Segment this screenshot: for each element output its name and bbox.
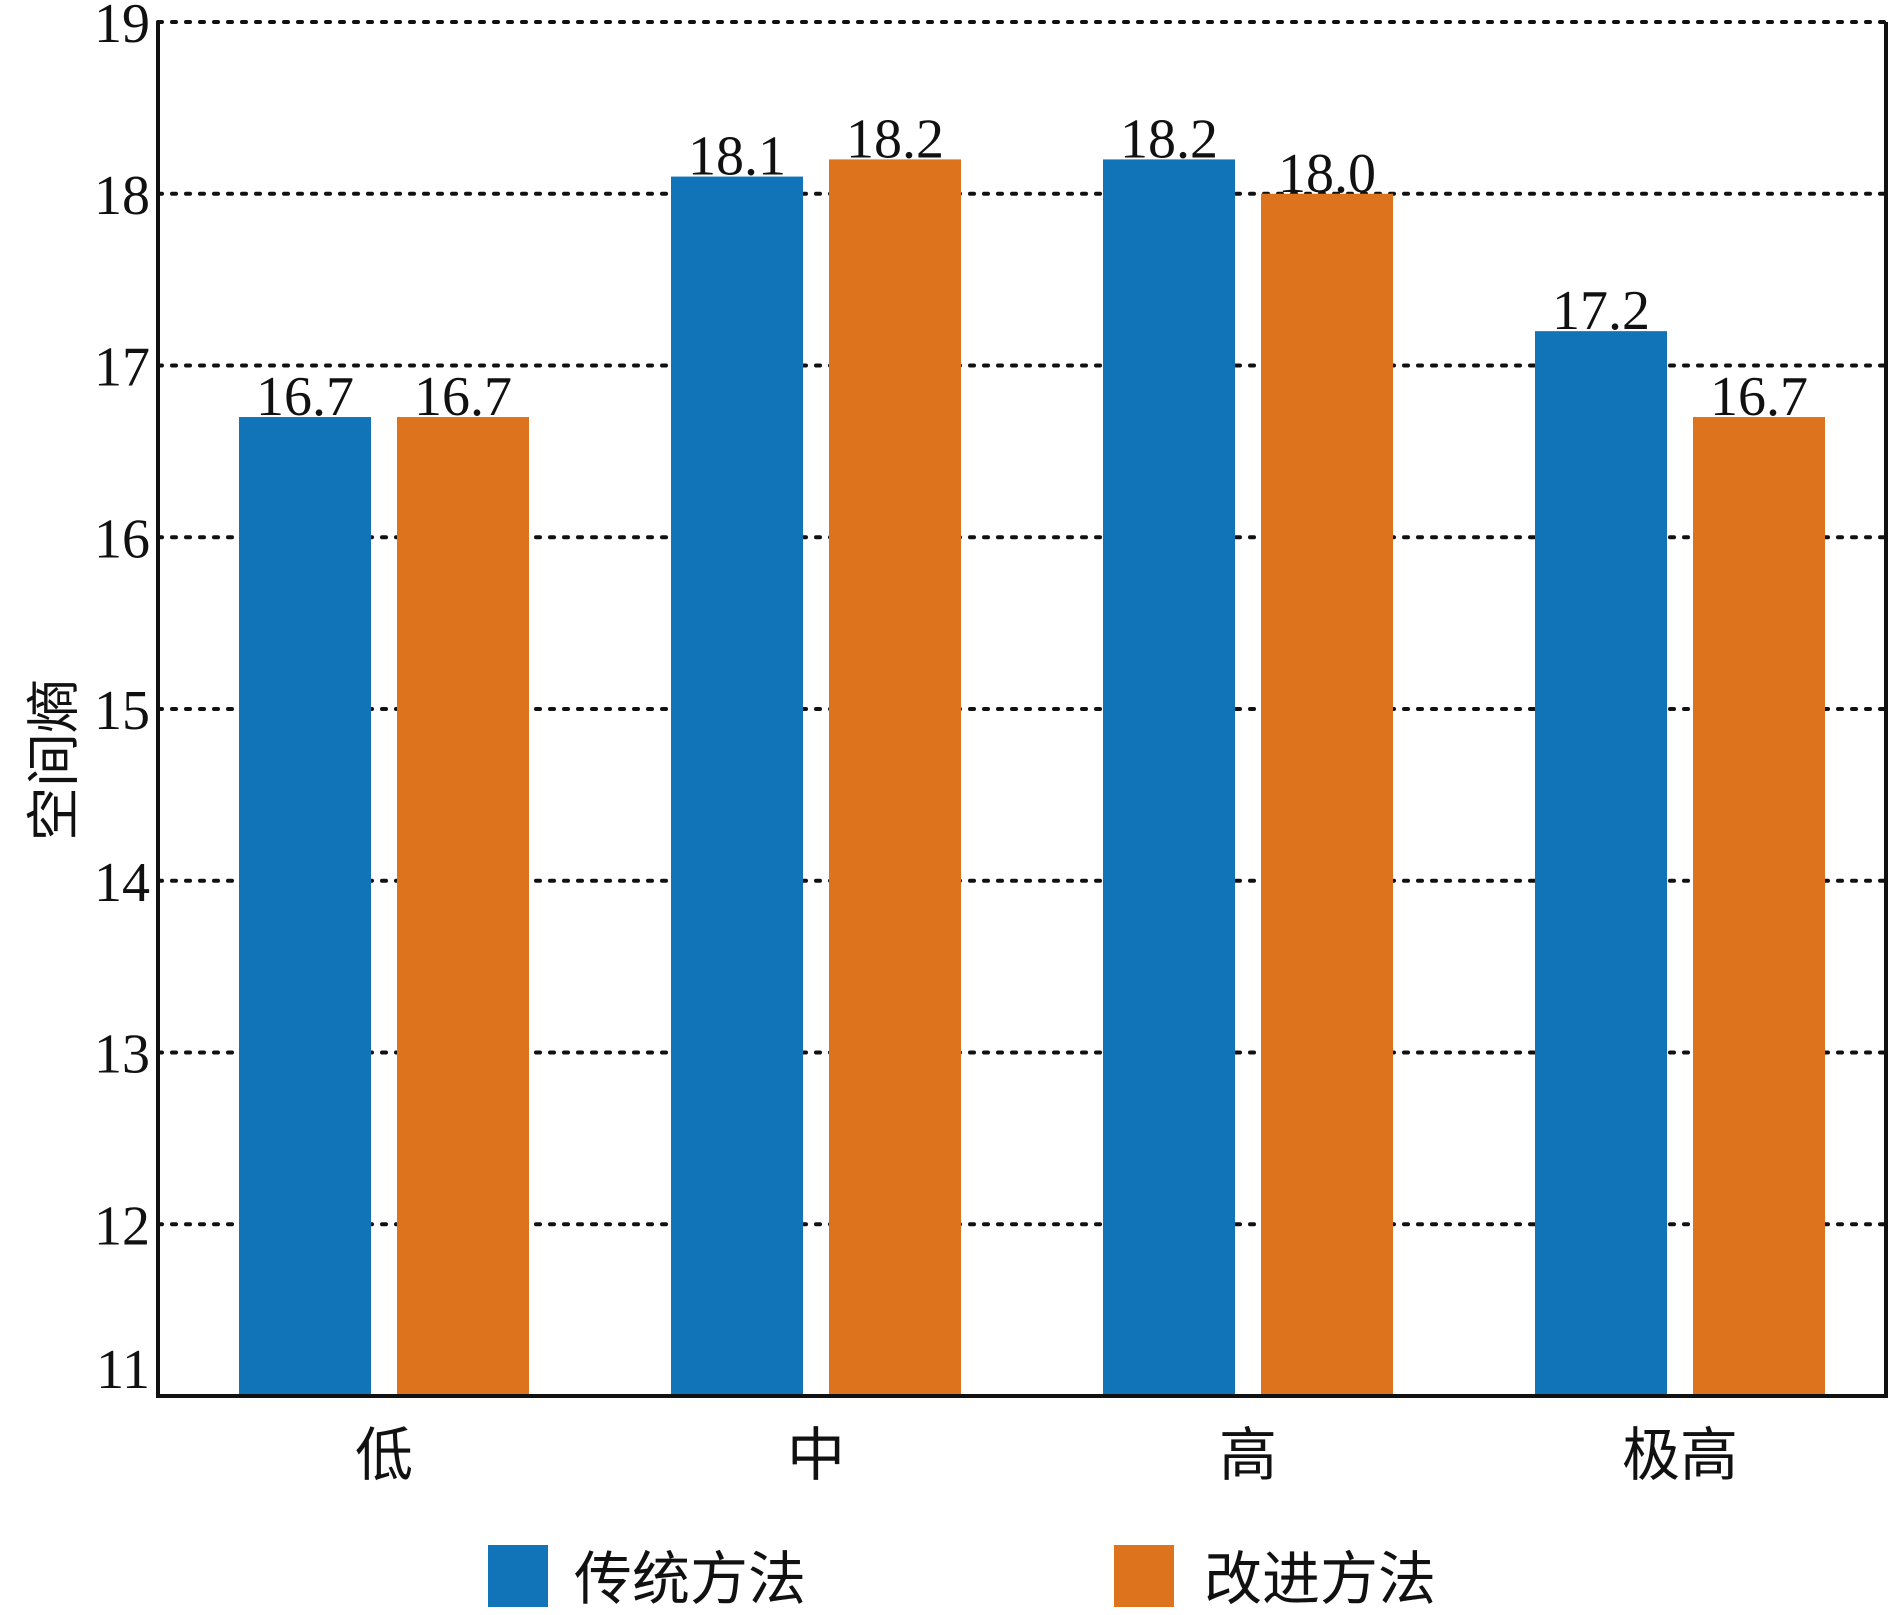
axes [156,22,1888,1398]
data-label: 18.1 [688,126,786,188]
category-label: 低 [355,1421,413,1489]
data-labels: 16.7 16.7 18.1 18.2 18.2 18.0 17.2 16.7 [256,108,1808,428]
y-tick-label: 17 [94,337,150,399]
bar [1103,159,1235,1396]
y-tick-label: 14 [94,852,150,914]
legend-swatch [1114,1545,1174,1607]
legend-label: 改进方法 [1204,1545,1436,1613]
y-tick-label: 12 [94,1195,150,1257]
y-tick-label: 18 [94,165,150,227]
y-tick-labels: 11 12 13 14 15 16 17 18 19 [94,0,150,1401]
bar [1693,417,1825,1396]
data-label: 16.7 [256,366,354,428]
data-label: 18.0 [1278,143,1376,205]
bar [829,159,961,1396]
category-label: 中 [787,1421,845,1489]
category-labels: 低 中 高 极高 [355,1421,1738,1489]
bar [671,176,803,1397]
data-label: 18.2 [846,108,944,170]
y-tick-label: 11 [96,1339,150,1401]
y-axis-title: 空间熵 [23,679,86,841]
bar [1535,331,1667,1396]
bar [397,417,529,1396]
bar [1261,193,1393,1396]
y-tick-label: 16 [94,508,150,570]
y-tick-label: 19 [94,0,150,55]
category-label: 高 [1219,1421,1277,1489]
legend-swatch [488,1545,548,1607]
bars [239,159,1825,1397]
y-tick-label: 15 [94,680,150,742]
category-label: 极高 [1622,1421,1738,1489]
y-tick-label: 13 [94,1024,150,1086]
legend-label: 传统方法 [574,1545,806,1613]
data-label: 17.2 [1552,280,1650,342]
legend: 传统方法 改进方法 [488,1545,1436,1613]
bar [239,417,371,1396]
data-label: 16.7 [414,366,512,428]
data-label: 18.2 [1120,108,1218,170]
data-label: 16.7 [1710,366,1808,428]
